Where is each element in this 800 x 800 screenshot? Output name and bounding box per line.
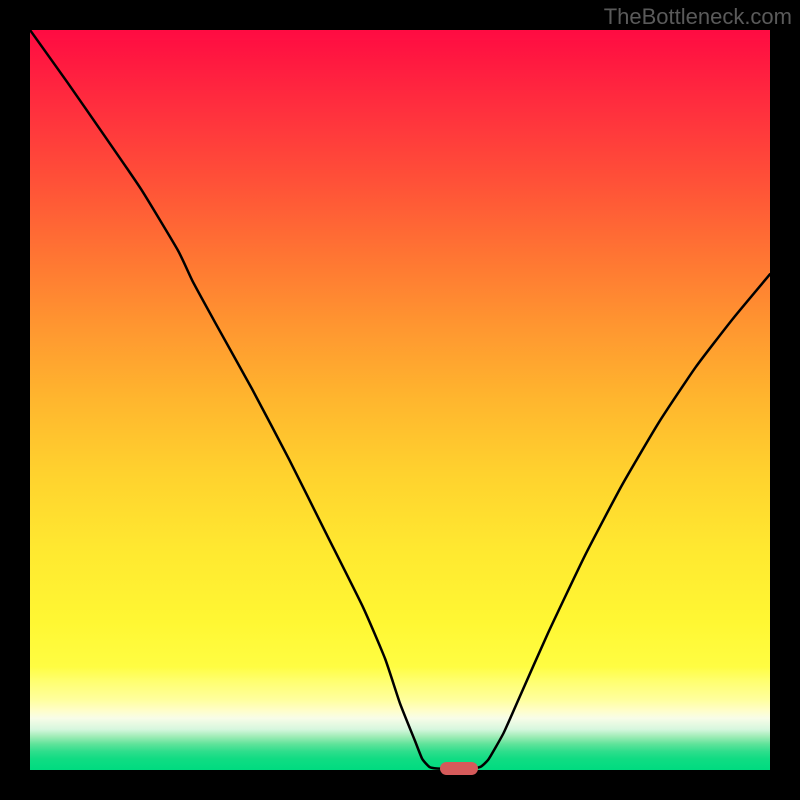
chart-svg (30, 30, 770, 770)
gradient-background (30, 30, 770, 770)
plot-area (30, 30, 770, 770)
watermark-text: TheBottleneck.com (604, 4, 792, 30)
chart-canvas: TheBottleneck.com (0, 0, 800, 800)
minimum-marker (440, 762, 478, 775)
